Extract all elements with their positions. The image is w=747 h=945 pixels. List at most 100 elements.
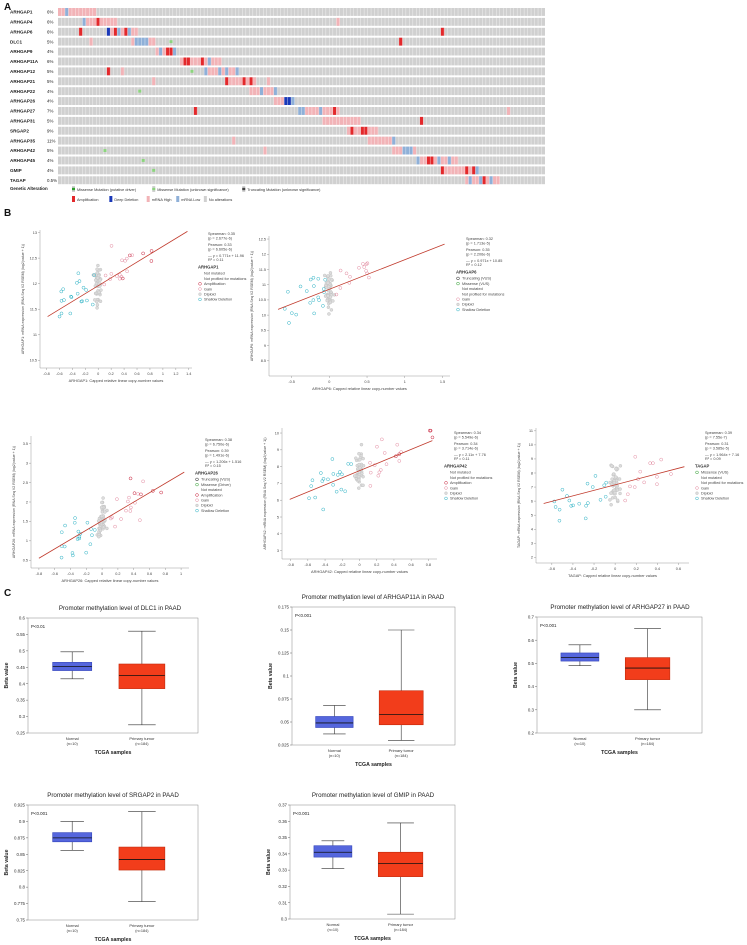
data-point [69,294,73,299]
alteration-cell [329,116,334,125]
data-point [141,251,145,256]
alteration-cell [350,126,354,135]
data-point [141,479,145,484]
x-tick-label: 0.6 [134,372,139,376]
x-axis-label: TCGA samples [601,750,638,756]
alteration-cell [468,176,473,185]
group-label: Primary tumor [388,922,414,927]
data-point [323,277,327,282]
scatter-plot-arhgap6: -0.5 0 0.5 1 1.58.599.51010.51111.51212.5ARH… [250,236,505,391]
alteration-cell [350,116,354,125]
legend-label: Amplification [77,198,99,202]
data-point [615,498,620,503]
y-tick-label: 0.36 [278,819,287,824]
x-tick-label: -0.6 [305,563,312,567]
stats-text: Spearman: 0.39 [705,431,732,435]
data-point [98,278,102,282]
gene-label: ARHGAP21 [10,79,35,84]
alteration-cell [371,136,375,145]
x-tick-label: 1.2 [173,372,178,376]
data-point [359,442,364,447]
data-point [376,473,381,478]
data-point [659,457,663,462]
data-point [590,485,595,489]
data-point [97,534,101,539]
x-tick-label: 1.4 [186,372,191,376]
data-point [136,492,140,496]
data-point [603,494,608,499]
alteration-cell [489,176,494,185]
alteration-cell [106,17,111,26]
box-iqr [377,851,424,877]
data-point [338,286,343,290]
alteration-cell [249,87,253,96]
data-point [321,287,326,291]
y-tick-label: 5 [277,515,279,519]
data-point [84,288,88,292]
data-point [117,276,122,281]
data-point [326,477,330,482]
x-tick-label: 0.8 [147,372,152,376]
data-point [609,502,613,507]
stats-text: R² = 0.11 [454,457,469,461]
x-tick-label: 0.2 [109,372,114,376]
plot-frame [27,617,199,734]
y-tick-label: 1 [26,539,28,543]
data-point [126,499,130,504]
chart-title: Promoter methylation level of DLC1 in PA… [59,605,182,612]
box-iqr [624,657,671,680]
alteration-cell [391,136,396,145]
data-point [593,474,598,478]
data-point [311,275,316,280]
alteration-cell [221,67,226,76]
data-point [614,467,618,471]
x-tick-label: 0 [614,567,616,571]
alteration-cell [218,67,222,76]
data-point [397,452,402,456]
alteration-cell [336,17,340,26]
gene-percent: 4% [47,89,53,94]
gene-percent: 7% [47,109,53,114]
stats-text: Pearson: 0.35 [466,248,490,252]
data-point [364,262,369,266]
stats-text: — y = 1.964x + 7.16 [705,453,739,457]
group-label: Primary tumor [129,923,155,928]
x-axis-label: ARHGAP1: Capped relative linear copy-num… [69,378,164,383]
data-point [77,534,82,539]
x-tick-label: -0.2 [591,567,598,571]
alteration-cell [58,8,62,16]
alteration-cell [367,126,372,135]
alteration-cell [92,17,97,26]
mutation-mark [103,149,107,152]
alteration-cell [245,77,250,86]
data-point [328,271,333,275]
data-point [585,481,590,486]
alteration-cell [325,107,330,115]
data-point [120,258,124,263]
data-point [75,281,79,285]
x-tick-label: 0 [101,572,103,576]
alteration-cell [127,27,132,36]
gene-percent: 5% [47,39,53,44]
stats-text: (p = 2.206e-6) [466,252,491,256]
x-tick-label: 0.2 [634,567,639,571]
stats-text: Spearman: 0.35 [208,232,235,236]
group-label: Primary tumor [635,736,661,741]
alteration-cell [405,146,410,155]
y-axis-label: Beta value [513,662,519,688]
stats-text: Pearson: 0.34 [454,442,478,446]
alteration-cell [458,166,462,175]
y-tick-label: 9.5 [261,329,266,333]
alteration-cell [263,87,267,96]
x-tick-label: -0.8 [287,563,294,567]
gene-percent: 6% [47,20,53,25]
data-point [319,471,323,475]
mutation-mark [169,40,173,44]
group-count: (n=10) [329,754,341,758]
x-tick-label: -0.4 [69,372,76,376]
alteration-cell [451,166,455,175]
legend-label: Amplification [204,282,226,286]
alteration-cell [332,116,337,125]
scatter-plot-tagap: -0.6 -0.4 -0.2 0 0.2 0.4 0.6 2 3 4 5 6 7 8 9 10 11 TAGAP:… [517,428,744,578]
legend-label: Gain [204,287,212,291]
